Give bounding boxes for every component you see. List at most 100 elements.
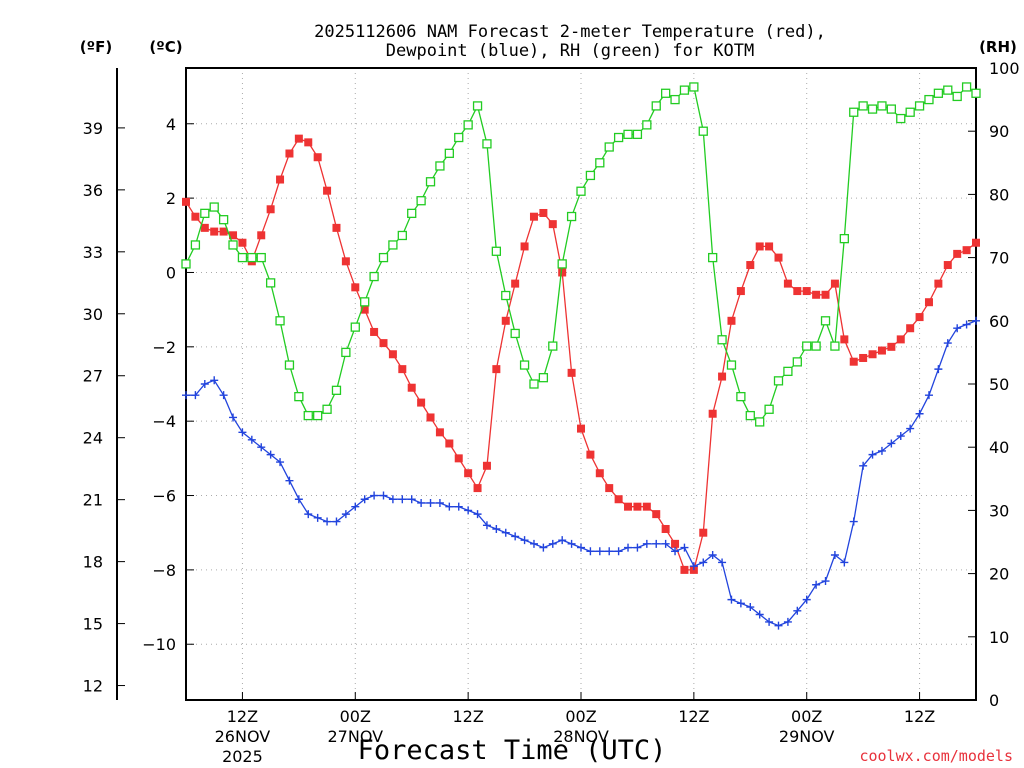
rh-point [491, 246, 502, 256]
rh-point [792, 357, 802, 367]
x-tick-date: 28NOV [553, 727, 609, 746]
dewpoint-point [699, 558, 708, 567]
rh-point [745, 410, 755, 421]
rh-point [642, 120, 652, 130]
rh-point [924, 94, 934, 105]
dewpoint-point [285, 476, 294, 485]
x-tick-year: 2025 [222, 747, 263, 766]
temperature-point [877, 346, 886, 355]
celsius-tick-label: 0 [166, 263, 176, 282]
rh-point [538, 373, 549, 383]
fahrenheit-tick-label: 18 [83, 553, 103, 572]
dewpoint-point [849, 517, 858, 526]
rh-point [623, 129, 633, 140]
dewpoint-point [821, 577, 830, 586]
dewpoint-point [539, 543, 548, 552]
temperature-point [435, 428, 444, 437]
temperature-point [821, 290, 830, 299]
rh-point [689, 82, 699, 92]
dewpoint-point [313, 513, 322, 522]
x-axis-title: Forecast Time (UTC) [358, 735, 667, 766]
rh-point [425, 177, 436, 187]
x-tick-label: 12Z [678, 707, 709, 726]
dewpoint-point [708, 551, 717, 560]
temperature-point [906, 324, 915, 333]
dewpoint-point [736, 599, 745, 608]
rh-point [952, 91, 962, 102]
temperature-point [482, 461, 491, 470]
dewpoint-point [332, 517, 341, 526]
temperature-point [191, 212, 200, 221]
rh-point [501, 290, 511, 301]
dewpoint-point [238, 428, 247, 437]
fahrenheit-tick-label: 36 [83, 181, 103, 200]
dewpoint-point [276, 458, 285, 467]
credit-link[interactable]: coolwx.com/models [859, 747, 1013, 765]
dewpoint-point [727, 595, 736, 604]
rh-point [557, 259, 567, 269]
dewpoint-point [783, 617, 792, 626]
dewpoint-point [633, 543, 642, 552]
rh-point [773, 376, 784, 386]
temperature-point [736, 287, 745, 296]
temperature-point [652, 510, 661, 519]
dewpoint-point [962, 320, 971, 329]
dewpoint-point [454, 502, 463, 511]
rh-point [595, 158, 605, 168]
rh-tick-label: 50 [989, 375, 1009, 394]
rh-point [858, 101, 868, 111]
rh-point [190, 240, 201, 250]
temperature-point [934, 279, 943, 288]
temperature-point [473, 484, 482, 493]
dewpoint-point [896, 432, 905, 441]
celsius-tick-label: −8 [152, 561, 176, 580]
dewpoint-point [793, 606, 802, 615]
temperature-point [426, 413, 435, 422]
x-tick-label: 00Z [565, 707, 596, 726]
fahrenheit-tick-label: 27 [83, 367, 103, 386]
dewpoint-point [943, 339, 952, 348]
rh-point [331, 385, 342, 395]
rh-point [369, 271, 379, 282]
rh-point [519, 360, 530, 370]
dewpoint-point [379, 491, 388, 500]
celsius-tick-label: −10 [142, 635, 176, 654]
temperature-point [351, 283, 360, 292]
x-tick-label: 12Z [904, 707, 935, 726]
temperature-point [962, 246, 971, 255]
rh-point [905, 107, 915, 117]
temperature-point [830, 279, 839, 288]
dewpoint-point [247, 435, 256, 444]
rh-tick-label: 100 [989, 59, 1020, 78]
dewpoint-point [906, 424, 915, 433]
temperature-point [454, 454, 463, 463]
temperature-point [633, 502, 642, 511]
temperature-point [614, 495, 623, 504]
dewpoint-point [558, 536, 567, 545]
rh-point [708, 252, 718, 263]
temperature-point [266, 205, 275, 214]
dewpoint-point [323, 517, 332, 526]
temperature-point [802, 287, 811, 296]
dewpoint-point [868, 450, 877, 459]
temperature-point [859, 353, 868, 362]
dewpoint-point [642, 539, 651, 548]
rh-tick-label: 10 [989, 628, 1009, 647]
temperature-point [840, 335, 849, 344]
temperature-point [793, 287, 802, 296]
rh-point [566, 211, 577, 222]
rh-point [407, 208, 417, 219]
temperature-point [417, 398, 426, 407]
axes: 420−2−4−6−8−1039363330272421181512100908… [83, 59, 1020, 766]
dewpoint-point [934, 365, 943, 374]
dewpoint-point [887, 439, 896, 448]
dewpoint-point [492, 524, 501, 533]
rh-tick-label: 30 [989, 501, 1009, 520]
rh-point [604, 142, 614, 152]
dewpoint-point [257, 443, 266, 452]
dewpoint-point [182, 391, 190, 400]
dewpoint-point [567, 539, 576, 548]
rh-point [726, 360, 737, 370]
celsius-tick-label: −6 [152, 487, 176, 506]
